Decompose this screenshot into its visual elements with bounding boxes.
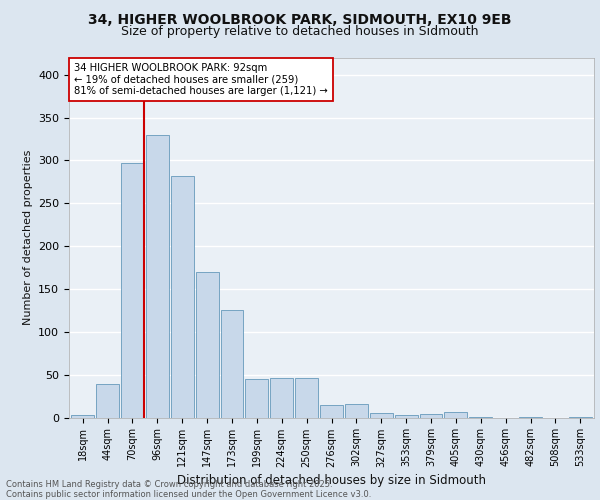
Bar bbox=[171, 176, 194, 418]
Bar bbox=[270, 378, 293, 418]
Text: 34 HIGHER WOOLBROOK PARK: 92sqm
← 19% of detached houses are smaller (259)
81% o: 34 HIGHER WOOLBROOK PARK: 92sqm ← 19% of… bbox=[74, 63, 328, 96]
Bar bbox=[345, 404, 368, 417]
Bar bbox=[569, 416, 592, 418]
Bar bbox=[370, 413, 393, 418]
Bar bbox=[295, 378, 318, 418]
Bar bbox=[519, 416, 542, 418]
Bar bbox=[320, 404, 343, 417]
Bar bbox=[395, 415, 418, 418]
Text: Contains HM Land Registry data © Crown copyright and database right 2025.
Contai: Contains HM Land Registry data © Crown c… bbox=[6, 480, 371, 499]
Bar bbox=[146, 134, 169, 418]
Bar bbox=[245, 379, 268, 418]
Bar bbox=[96, 384, 119, 418]
Bar bbox=[196, 272, 218, 418]
Bar bbox=[71, 415, 94, 418]
Text: 34, HIGHER WOOLBROOK PARK, SIDMOUTH, EX10 9EB: 34, HIGHER WOOLBROOK PARK, SIDMOUTH, EX1… bbox=[88, 12, 512, 26]
Bar bbox=[221, 310, 244, 418]
Text: Size of property relative to detached houses in Sidmouth: Size of property relative to detached ho… bbox=[121, 25, 479, 38]
X-axis label: Distribution of detached houses by size in Sidmouth: Distribution of detached houses by size … bbox=[177, 474, 486, 486]
Bar bbox=[121, 163, 144, 417]
Y-axis label: Number of detached properties: Number of detached properties bbox=[23, 150, 32, 325]
Bar bbox=[445, 412, 467, 418]
Bar bbox=[419, 414, 442, 418]
Bar bbox=[469, 416, 492, 418]
